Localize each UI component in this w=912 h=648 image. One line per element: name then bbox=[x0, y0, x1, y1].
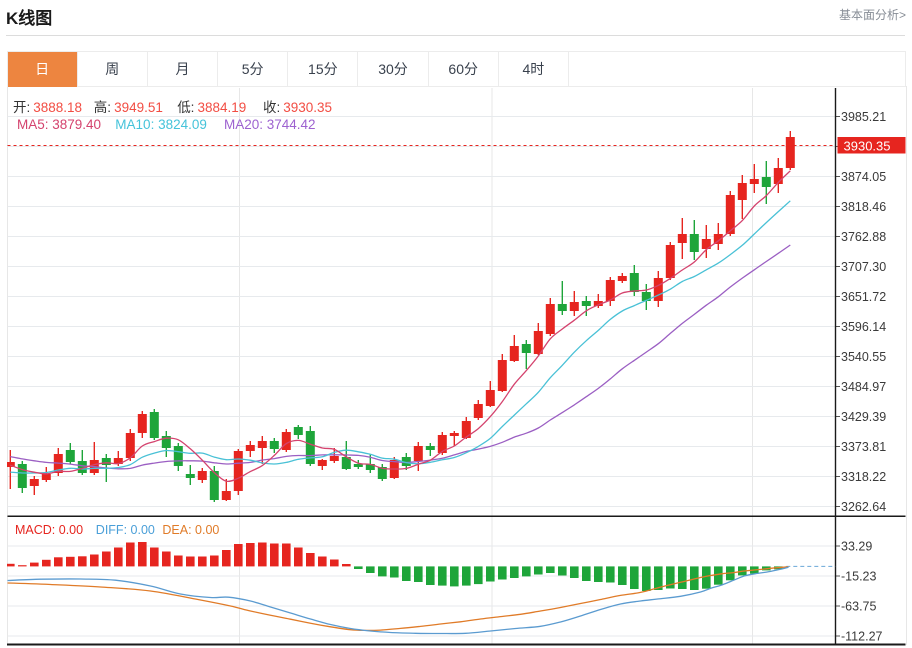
svg-text:-112.27: -112.27 bbox=[841, 630, 883, 644]
svg-text:3930.35: 3930.35 bbox=[843, 139, 890, 154]
svg-text:-63.75: -63.75 bbox=[841, 600, 876, 614]
svg-text:3540.55: 3540.55 bbox=[841, 350, 886, 364]
svg-text:3707.30: 3707.30 bbox=[841, 260, 886, 274]
svg-text:3429.39: 3429.39 bbox=[841, 410, 886, 424]
svg-text:3985.21: 3985.21 bbox=[841, 110, 886, 124]
svg-text:3596.14: 3596.14 bbox=[841, 320, 886, 334]
svg-text:3484.97: 3484.97 bbox=[841, 380, 886, 394]
svg-text:-15.23: -15.23 bbox=[841, 570, 876, 584]
svg-text:3318.22: 3318.22 bbox=[841, 470, 886, 484]
svg-text:3651.72: 3651.72 bbox=[841, 290, 886, 304]
svg-text:3874.05: 3874.05 bbox=[841, 170, 886, 184]
svg-text:3762.88: 3762.88 bbox=[841, 230, 886, 244]
svg-text:33.29: 33.29 bbox=[841, 540, 872, 554]
svg-text:3818.46: 3818.46 bbox=[841, 200, 886, 214]
svg-text:3262.64: 3262.64 bbox=[841, 500, 886, 514]
svg-text:3373.81: 3373.81 bbox=[841, 440, 886, 454]
